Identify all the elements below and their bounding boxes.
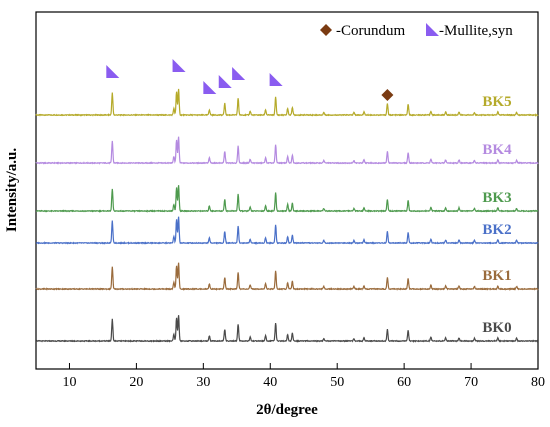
mullite-peak-marker xyxy=(269,73,283,86)
series-line-bk2 xyxy=(35,216,539,246)
x-tick-label: 40 xyxy=(263,375,277,390)
x-tick-label: 20 xyxy=(129,375,143,390)
peak-markers xyxy=(106,59,394,101)
mullite-peak-marker xyxy=(232,67,246,80)
series-label-bk3: BK3 xyxy=(482,190,511,206)
x-axis-ticks: 10 20 30 40 50 60 70 80 xyxy=(62,363,545,390)
mullite-legend-marker xyxy=(426,23,439,36)
series-line-bk0 xyxy=(36,315,539,344)
corundum-peak-marker xyxy=(381,89,394,101)
legend: -Corundum -Mullite,syn xyxy=(320,23,513,39)
series-line-bk5 xyxy=(35,88,539,117)
series-label-bk4: BK4 xyxy=(482,142,512,158)
x-tick-label: 70 xyxy=(464,375,478,390)
series-traces xyxy=(35,88,539,344)
series-line-bk4 xyxy=(35,136,539,165)
series-labels: BK5 BK4 BK3 BK2 BK1 BK0 xyxy=(482,94,512,336)
y-axis-title: Intensity/a.u. xyxy=(4,148,20,232)
x-axis-title: 2θ/degree xyxy=(256,402,318,418)
mullite-peak-marker xyxy=(218,75,232,88)
series-label-bk5: BK5 xyxy=(482,94,511,110)
series-label-bk1: BK1 xyxy=(482,268,511,284)
x-tick-label: 60 xyxy=(397,375,411,390)
x-tick-label: 30 xyxy=(196,375,210,390)
mullite-peak-marker xyxy=(172,59,186,72)
series-label-bk2: BK2 xyxy=(482,222,511,238)
series-line-bk3 xyxy=(35,185,539,213)
x-tick-label: 80 xyxy=(531,375,545,390)
mullite-peak-marker xyxy=(203,81,217,94)
x-tick-label: 10 xyxy=(62,375,76,390)
plot-frame xyxy=(35,11,539,370)
corundum-legend-label: -Corundum xyxy=(336,23,405,39)
mullite-legend-label: -Mullite,syn xyxy=(439,23,513,39)
x-tick-label: 50 xyxy=(330,375,344,390)
corundum-legend-marker xyxy=(320,24,332,36)
mullite-peak-marker xyxy=(106,65,120,78)
series-label-bk0: BK0 xyxy=(482,320,511,336)
series-line-bk1 xyxy=(35,262,539,292)
